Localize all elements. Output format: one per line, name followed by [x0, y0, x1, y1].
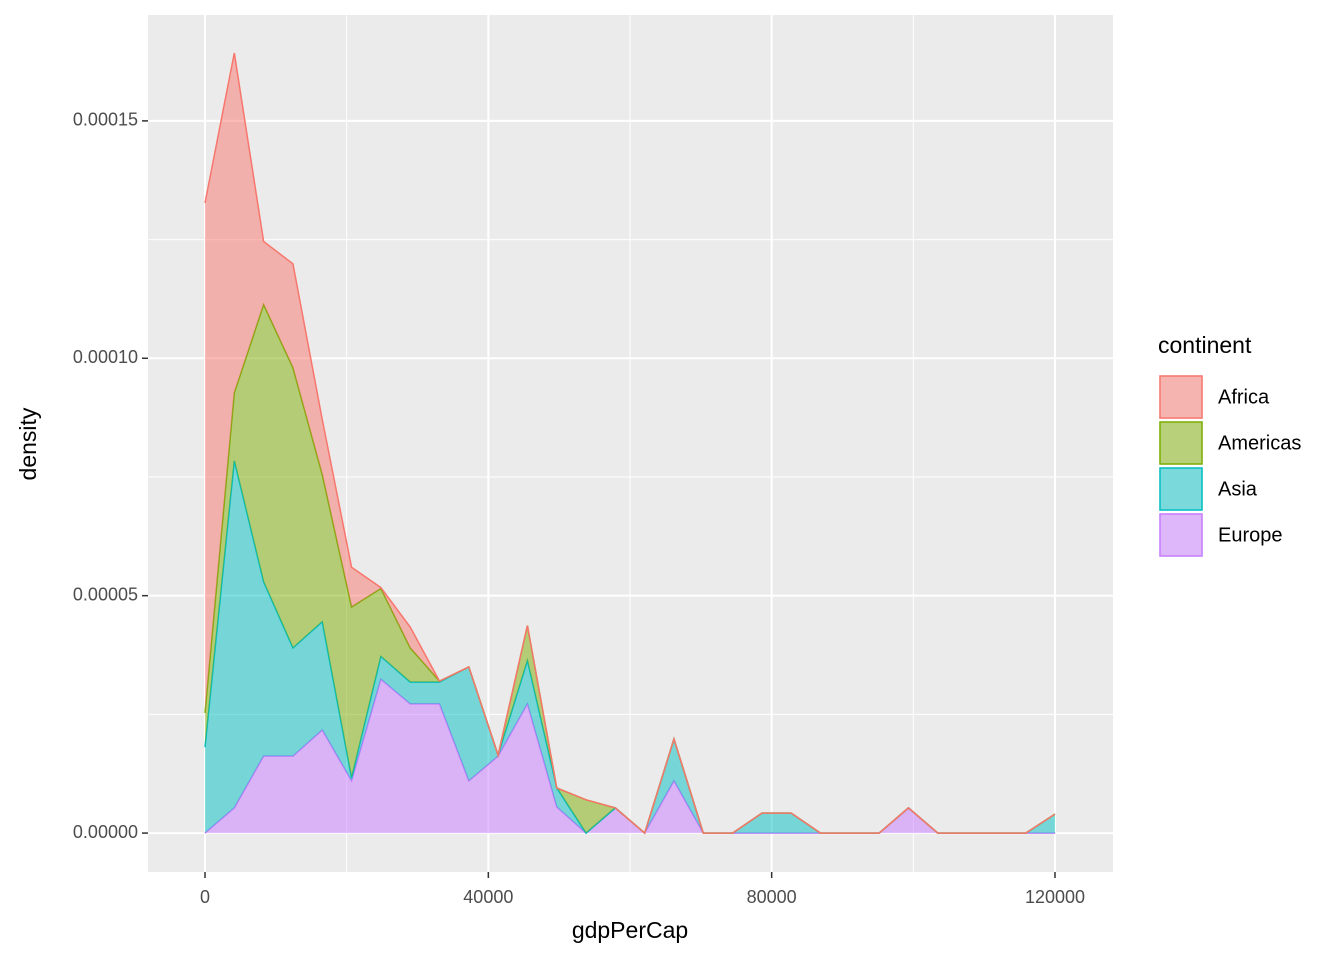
y-axis-title: density	[15, 407, 41, 480]
legend-label: Asia	[1218, 478, 1258, 500]
x-axis-title: gdpPerCap	[572, 917, 688, 943]
y-tick-label: 0.00010	[73, 347, 138, 367]
y-tick-label: 0.00000	[73, 822, 138, 842]
x-tick-label: 80000	[747, 887, 797, 907]
legend-key	[1159, 467, 1203, 511]
axes: 0.00000 0.00005 0.00010 0.00015 0 40000 80000 1…	[73, 110, 1085, 907]
y-tick-label: 0.00015	[73, 110, 138, 130]
x-tick-label: 0	[200, 887, 210, 907]
areas	[204, 52, 1056, 835]
legend-label: Americas	[1218, 432, 1301, 454]
y-tick-label: 0.00005	[73, 584, 138, 604]
legend-label: Africa	[1218, 386, 1270, 408]
legend-title: continent	[1158, 332, 1252, 358]
legend-key	[1159, 513, 1203, 557]
legend-key	[1159, 421, 1203, 465]
area	[204, 679, 1056, 834]
x-tick-label: 120000	[1025, 887, 1085, 907]
legend-label: Europe	[1218, 524, 1283, 546]
legend: Africa Americas Asia Europe	[1159, 375, 1301, 557]
area-outline	[204, 52, 1056, 835]
legend-key	[1159, 375, 1203, 419]
x-tick-label: 40000	[463, 887, 513, 907]
